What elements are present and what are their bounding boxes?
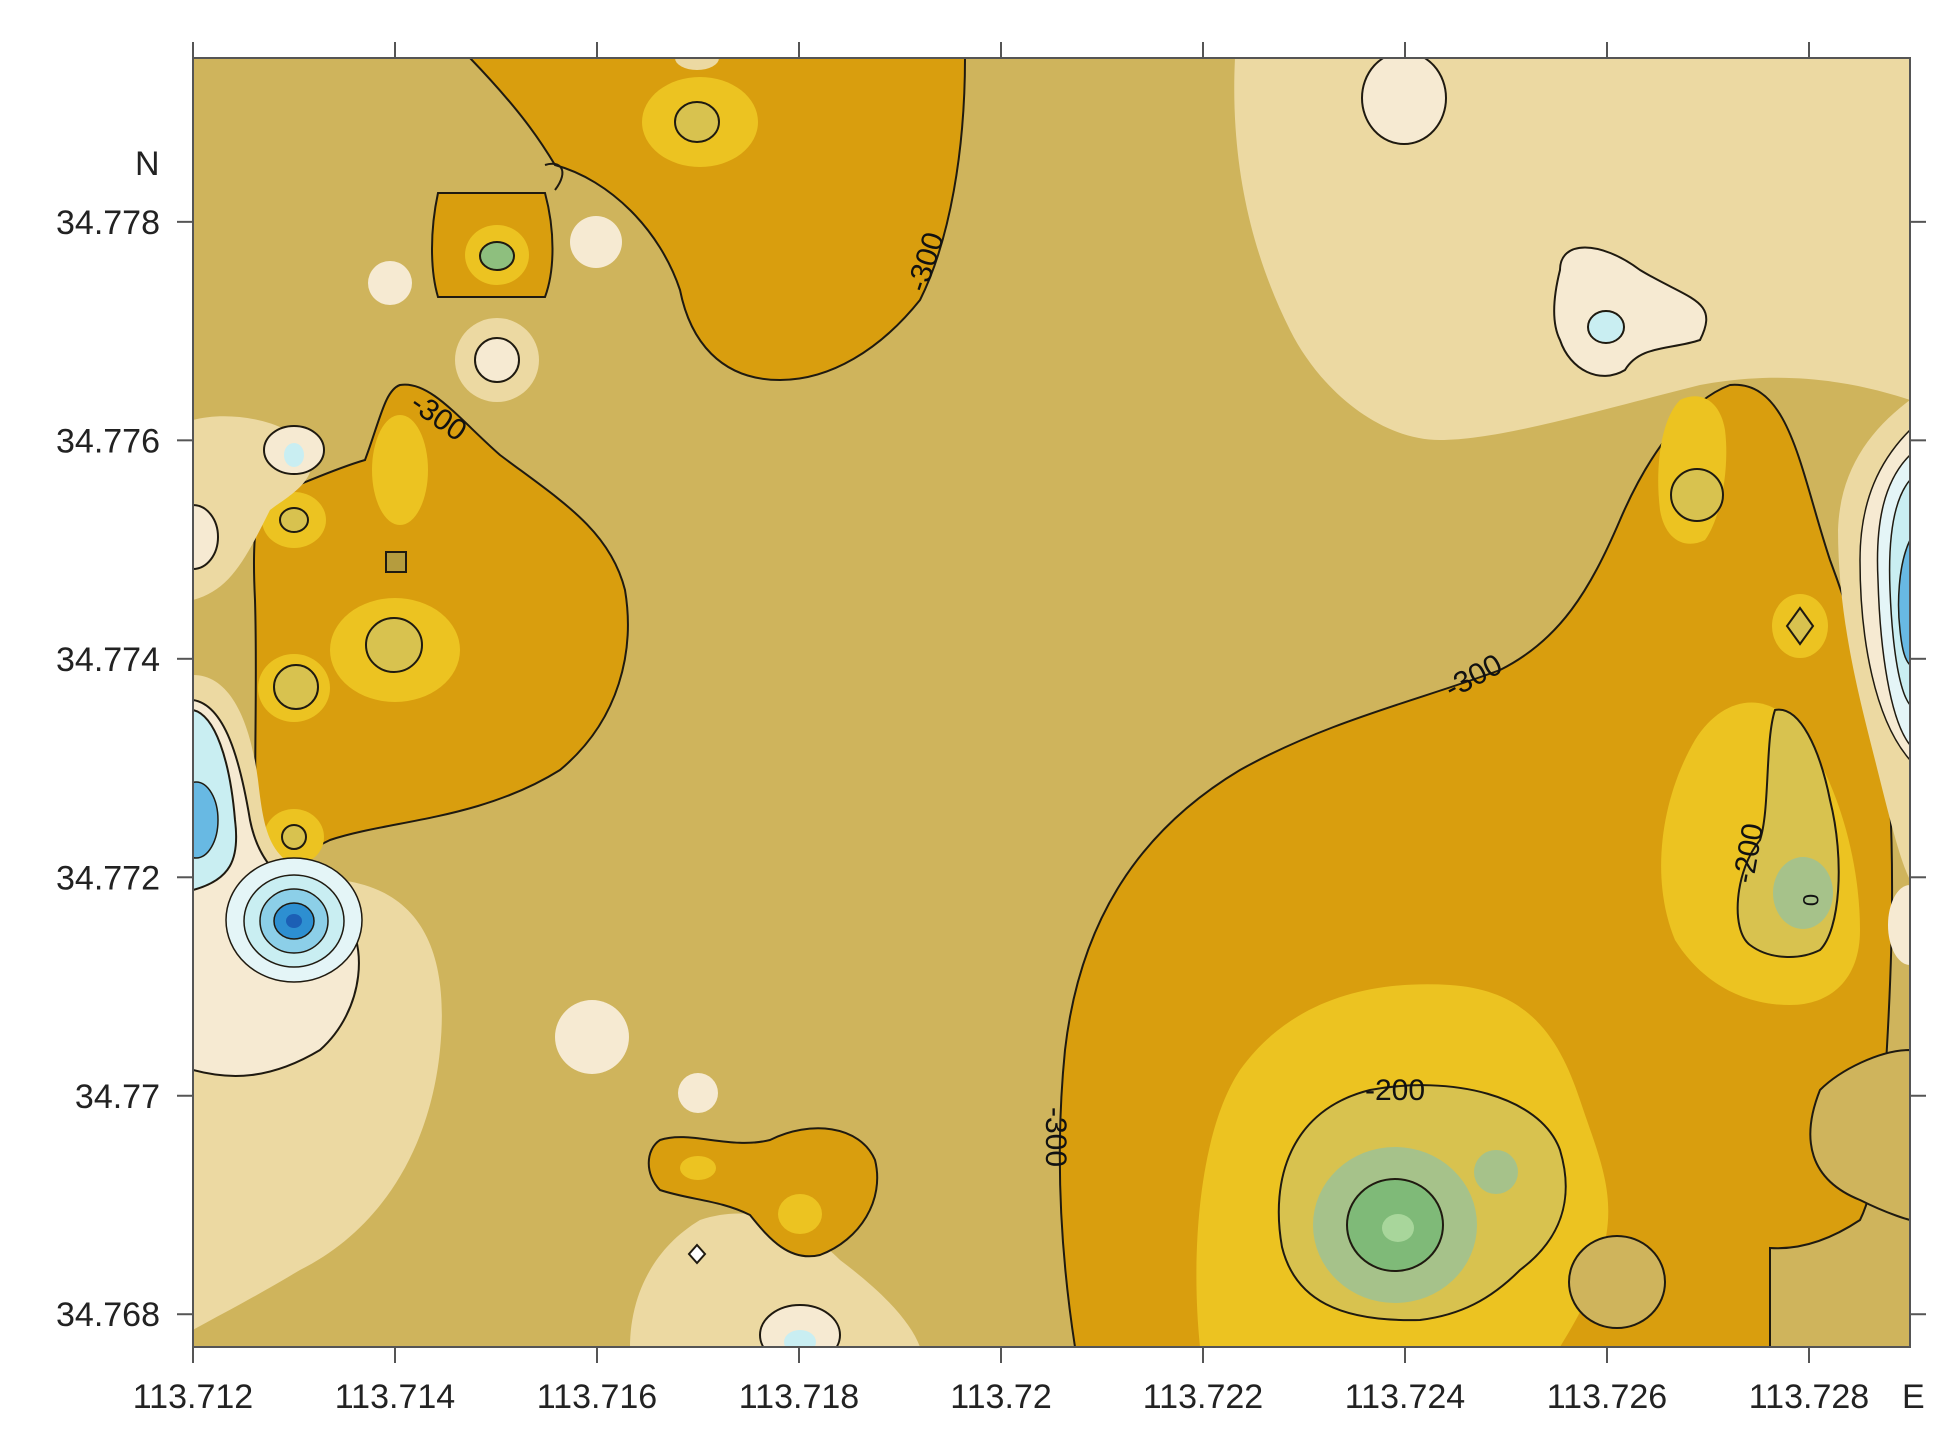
blue-spot-left-edge [193, 781, 219, 859]
cream-spot-right-edge [1888, 885, 1910, 965]
blue-region-right-edge-3 [1897, 539, 1910, 667]
cream-dot-5 [678, 1073, 718, 1113]
pale-top-edge-spot [675, 58, 719, 70]
contour-ring-right-1 [1670, 468, 1724, 522]
contour-ring-left-4 [281, 824, 307, 850]
cream-spot-top-right [1361, 58, 1447, 145]
contour-square-left [385, 551, 407, 573]
contour-ring-left-3 [365, 617, 423, 673]
contour-fill-layer [193, 58, 1910, 1347]
x-axis-end-label: E [1902, 1378, 1925, 1416]
contour-diamond-right [1785, 606, 1815, 646]
x-tick-label: 113.716 [537, 1378, 657, 1416]
contour-line-top-left [544, 162, 564, 191]
contour-ring-left-2 [273, 664, 319, 710]
green-core-bottom [1382, 1214, 1414, 1242]
cream-dot-4 [555, 1000, 629, 1074]
cream-dot-2 [368, 261, 412, 305]
y-tick-label: 34.774 [56, 641, 160, 679]
orange-region-top-centre [468, 58, 967, 382]
blue-core-left [286, 914, 302, 928]
level-spot-bottom [1568, 1235, 1666, 1329]
x-tick-label: 113.718 [739, 1378, 859, 1416]
white-diamond-bottom [687, 1243, 707, 1265]
pale-spot-top-centre [674, 101, 720, 143]
cream-dot-3 [474, 337, 520, 383]
x-tick-label: 113.726 [1547, 1378, 1667, 1416]
green-spot-box [479, 241, 515, 271]
level-region-right-edge [1809, 1048, 1910, 1222]
yellow-dot-bottom-centre-2 [778, 1194, 822, 1234]
contour-label-4: -300 [1039, 1107, 1072, 1167]
y-tick-label: 34.776 [56, 422, 160, 460]
x-tick-label: 113.712 [133, 1378, 253, 1416]
x-tick-label: 113.728 [1749, 1378, 1869, 1416]
y-tick-label: 34.77 [75, 1078, 160, 1116]
x-tick-label: 113.714 [335, 1378, 455, 1416]
x-tick-label: 113.722 [1143, 1378, 1263, 1416]
x-axis: 113.712 113.714 113.716 113.718 113.72 113.72… [133, 42, 1869, 1416]
y-axis: 34.778 34.776 34.774 34.772 34.77 34.768 [56, 204, 1926, 1334]
cream-spot-left-edge [193, 504, 219, 570]
x-tick-label: 113.72 [950, 1378, 1051, 1416]
y-tick-label: 34.778 [56, 204, 160, 242]
green-dot-bottom [1474, 1150, 1518, 1194]
contour-ring-left-1 [279, 507, 309, 533]
contour-label-5: -200 [1365, 1074, 1425, 1107]
x-tick-label: 113.724 [1345, 1378, 1465, 1416]
blue-dot-left-top [284, 443, 304, 467]
plot-frame [192, 57, 1911, 1348]
contour-label-7: 0 [1798, 894, 1823, 906]
green-spot-right [1773, 857, 1833, 929]
yellow-strip-left [372, 415, 428, 525]
pale-region-bottom-centre [630, 1213, 920, 1347]
y-tick-label: 34.772 [56, 859, 160, 897]
y-tick-label: 34.768 [56, 1296, 160, 1334]
blue-dot-bottom-centre [784, 1330, 816, 1347]
cream-dot-1 [570, 216, 622, 268]
cream-spot-bottom-centre [759, 1304, 841, 1347]
blue-spot-top-right [1587, 310, 1625, 344]
cream-lobe-top-right [1553, 246, 1708, 377]
y-axis-top-label: N [135, 145, 160, 183]
yellow-dot-bottom-centre-1 [680, 1156, 716, 1180]
